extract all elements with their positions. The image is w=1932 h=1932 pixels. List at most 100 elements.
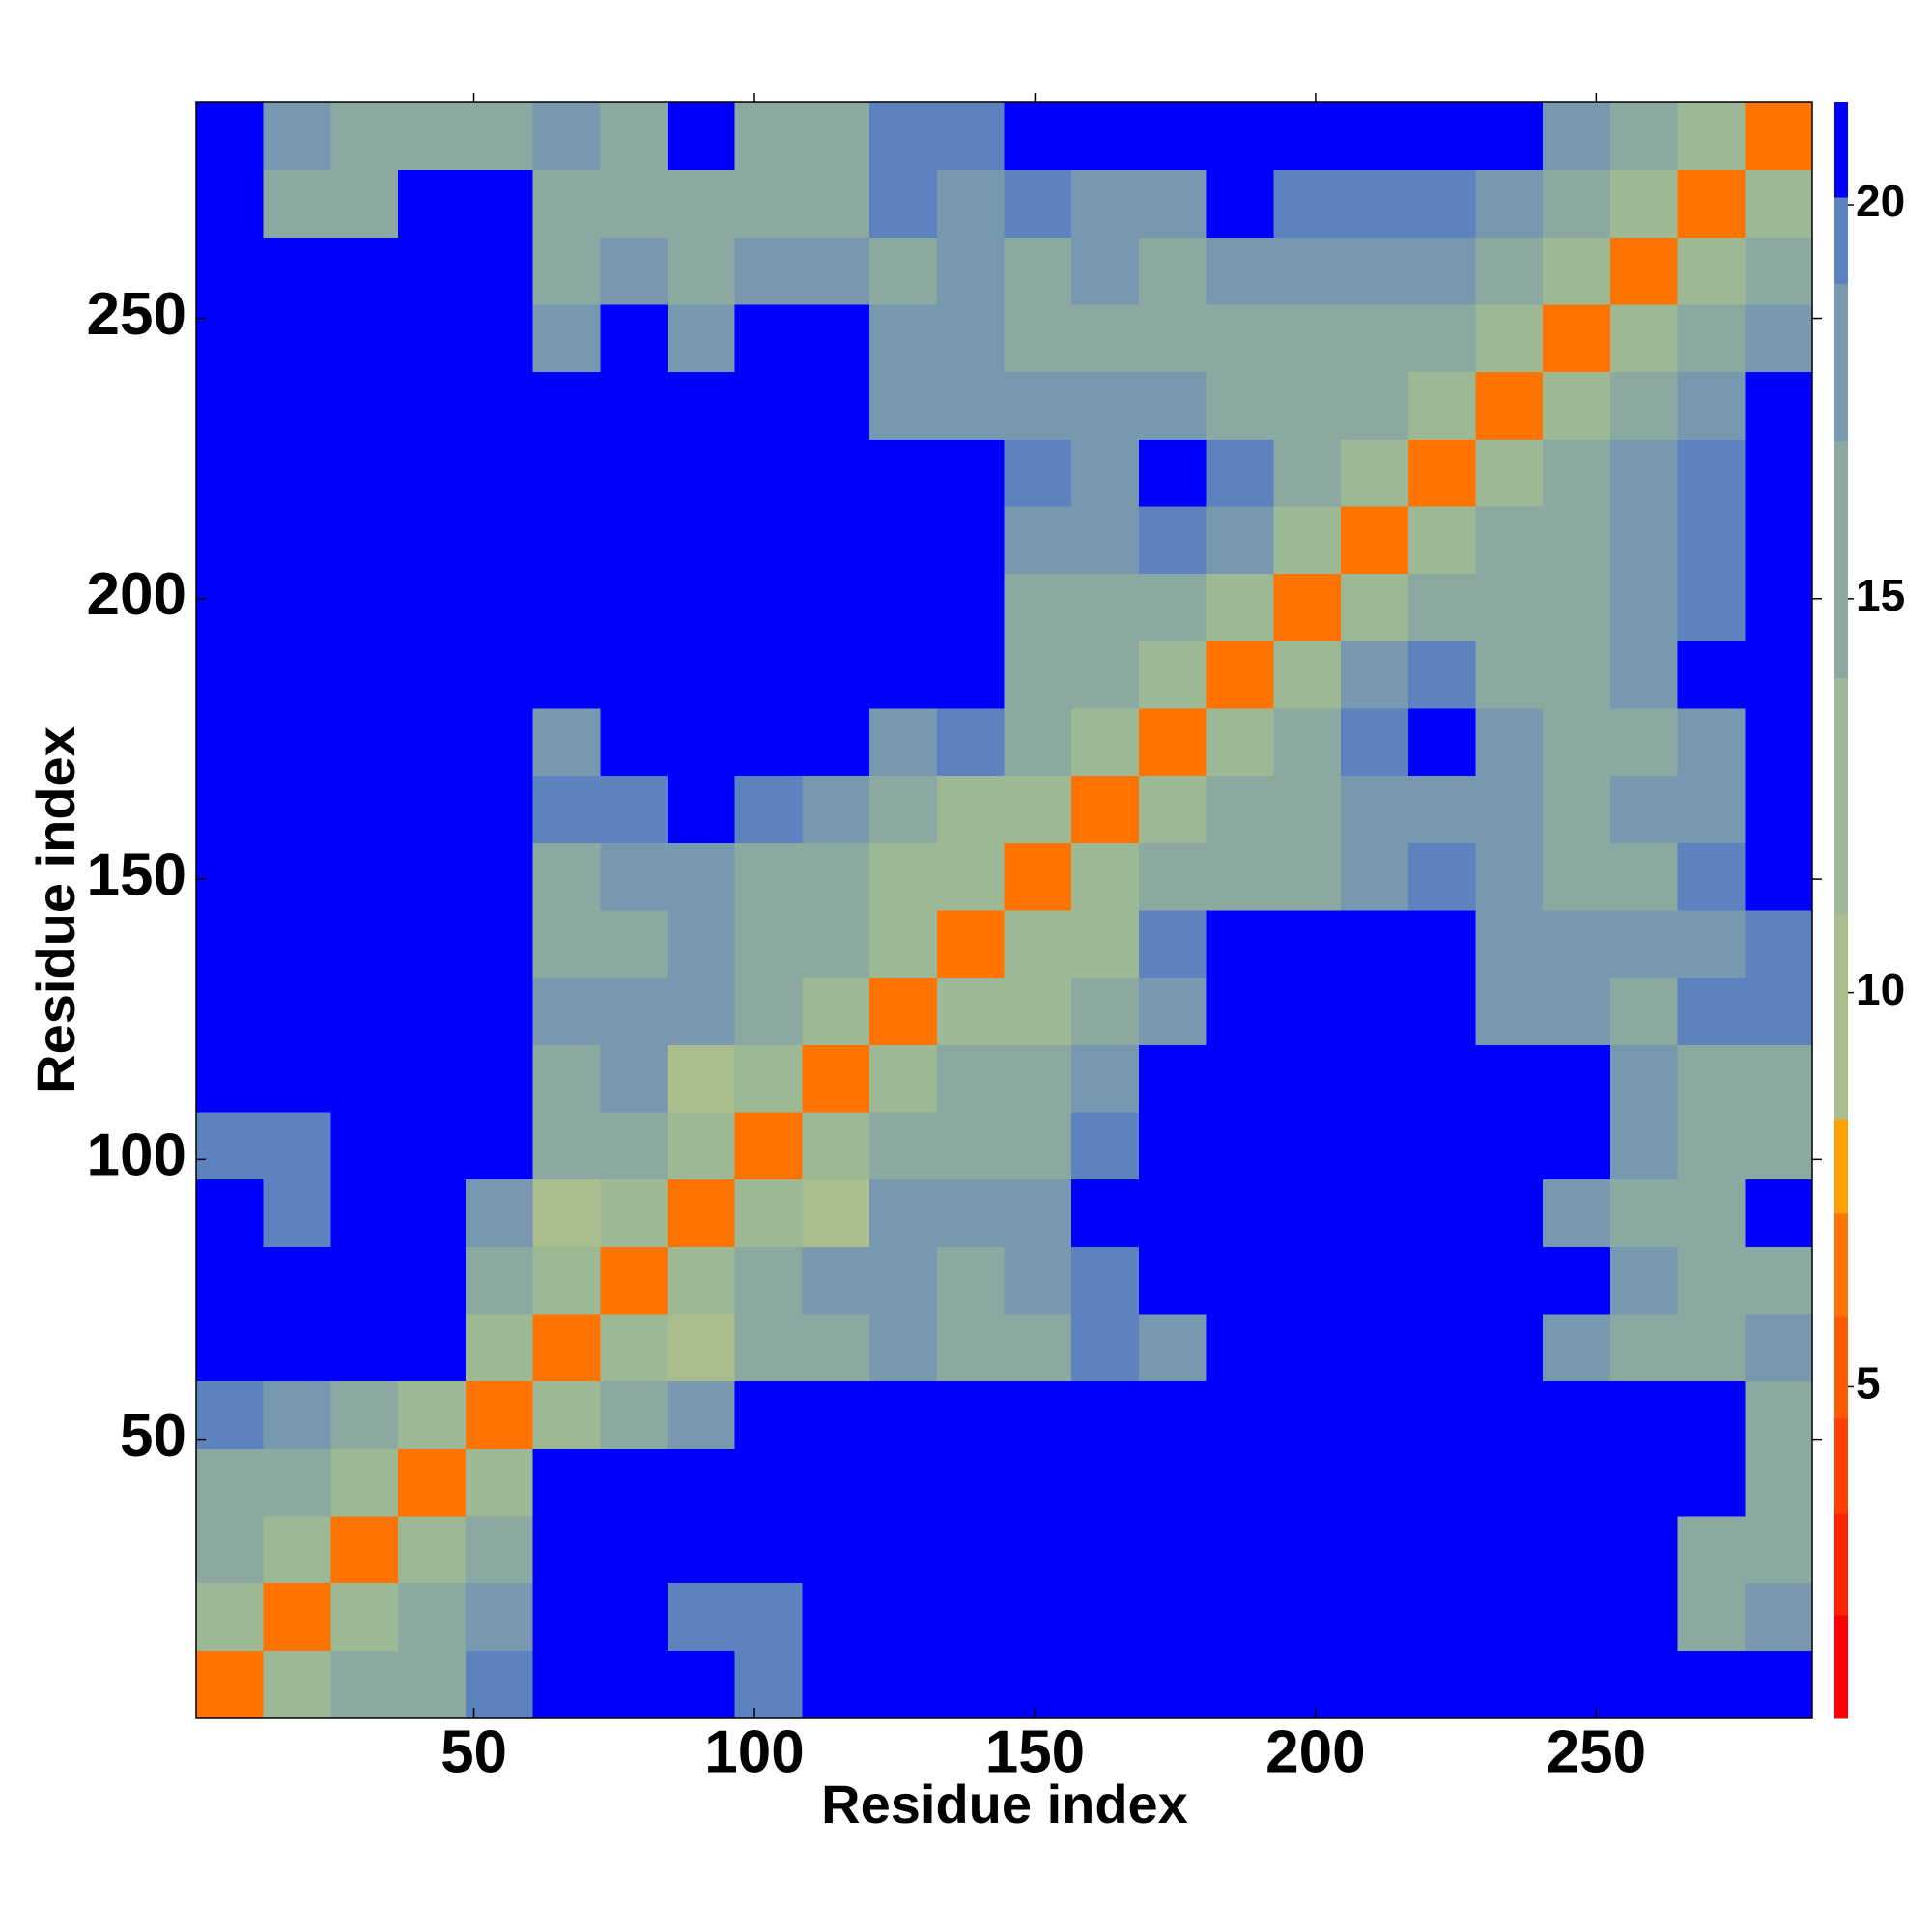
heatmap-cell [1677, 1314, 1746, 1382]
heatmap-cell [1071, 1314, 1140, 1382]
heatmap-cell [330, 573, 399, 641]
heatmap-cell [398, 371, 467, 440]
heatmap-cell [1004, 169, 1072, 238]
heatmap-cell [1341, 1650, 1409, 1719]
heatmap-cell [1475, 304, 1544, 373]
heatmap-cell [1745, 439, 1813, 507]
heatmap-cell [1475, 1650, 1544, 1719]
heatmap-cell [1407, 1314, 1476, 1382]
heatmap-cell [196, 1246, 265, 1315]
heatmap-cell [1407, 1448, 1476, 1517]
heatmap-cell [1677, 1380, 1746, 1449]
heatmap-cell [1745, 1448, 1813, 1517]
heatmap-cell [1138, 977, 1208, 1045]
heatmap-cell [1677, 977, 1746, 1045]
heatmap-cell [330, 1246, 399, 1315]
heatmap-cell [802, 1044, 870, 1113]
heatmap-cell [1341, 1112, 1409, 1180]
heatmap-cell [1138, 1246, 1208, 1315]
heatmap-cell [263, 102, 331, 171]
heatmap-cell [398, 1380, 467, 1449]
heatmap-cell [1609, 506, 1679, 575]
heatmap-cell [1004, 1179, 1072, 1247]
heatmap-cell [667, 775, 736, 843]
heatmap-cell [1071, 842, 1140, 911]
heatmap-cell [1677, 573, 1746, 641]
heatmap-cell [1341, 708, 1409, 777]
heatmap-cell [1341, 910, 1409, 979]
heatmap-cell [1138, 1448, 1208, 1517]
heatmap-cell [1206, 1179, 1274, 1247]
colorbar-band [1834, 440, 1848, 678]
heatmap-cell [1004, 977, 1072, 1045]
heatmap-cell [1138, 439, 1208, 507]
heatmap-cell [532, 1246, 601, 1315]
heatmap-cell [1677, 708, 1746, 777]
colorbar-tick-label: 5 [1856, 1358, 1881, 1408]
heatmap-cell [330, 910, 399, 979]
heatmap-cell [465, 910, 534, 979]
heatmap-cell [802, 775, 870, 843]
heatmap-cell [1004, 640, 1072, 709]
heatmap-cell [532, 1314, 601, 1382]
heatmap-cell [936, 371, 1005, 440]
heatmap-cell [734, 102, 803, 171]
heatmap-cell [1745, 1112, 1813, 1180]
heatmap-cell [936, 102, 1005, 171]
colorbar-band [1834, 1512, 1848, 1616]
heatmap-cell [465, 977, 534, 1045]
heatmap-cell [1004, 573, 1072, 641]
heatmap-cell [330, 640, 399, 709]
heatmap-cell [1138, 169, 1208, 238]
heatmap-cell [1273, 102, 1342, 171]
heatmap-cell [1138, 1582, 1208, 1651]
heatmap-cell [1475, 640, 1544, 709]
heatmap-cell [936, 506, 1005, 575]
heatmap-cell [330, 1314, 399, 1382]
x-tick-label: 150 [985, 1719, 1085, 1785]
heatmap-cell [398, 640, 467, 709]
heatmap-cell [869, 1516, 938, 1584]
heatmap-cell [734, 910, 803, 979]
heatmap-cell [465, 708, 534, 777]
heatmap-cell [869, 506, 938, 575]
heatmap-cell [1138, 573, 1208, 641]
heatmap-cell [1004, 1314, 1072, 1382]
heatmap-cell [330, 102, 399, 171]
heatmap-cell [1206, 1380, 1274, 1449]
heatmap-cell [330, 775, 399, 843]
heatmap-cell [1609, 102, 1679, 171]
heatmap-cell [1475, 1448, 1544, 1517]
heatmap-cell [1609, 1582, 1679, 1651]
heatmap-cell [263, 237, 331, 305]
heatmap-cell [1745, 304, 1813, 373]
heatmap-cell [1677, 910, 1746, 979]
heatmap-cell [1206, 439, 1274, 507]
x-tick-label: 250 [1547, 1719, 1646, 1785]
heatmap-cell [1206, 775, 1274, 843]
heatmap-cell [1407, 1650, 1476, 1719]
heatmap-cell [1004, 1044, 1072, 1113]
heatmap-cell [196, 1179, 265, 1247]
heatmap-cell [936, 1448, 1005, 1517]
heatmap-cell [1609, 1044, 1679, 1113]
heatmap-cell [936, 1516, 1005, 1584]
heatmap-cell [196, 1448, 265, 1517]
heatmap-cell [936, 237, 1005, 305]
heatmap-cell [465, 439, 534, 507]
heatmap-cell [465, 775, 534, 843]
heatmap-cell [1475, 506, 1544, 575]
heatmap-cell [734, 977, 803, 1045]
heatmap-cell [869, 573, 938, 641]
heatmap-cell [1475, 573, 1544, 641]
heatmap-cell [532, 506, 601, 575]
heatmap-cell [196, 1044, 265, 1113]
heatmap-cell [734, 1112, 803, 1180]
heatmap-cell [1407, 102, 1476, 171]
heatmap-cell [1341, 371, 1409, 440]
heatmap-cell [1273, 1582, 1342, 1651]
heatmap-cell [465, 573, 534, 641]
heatmap-cell [667, 1246, 736, 1315]
heatmap-cell [936, 573, 1005, 641]
heatmap-cell [667, 169, 736, 238]
